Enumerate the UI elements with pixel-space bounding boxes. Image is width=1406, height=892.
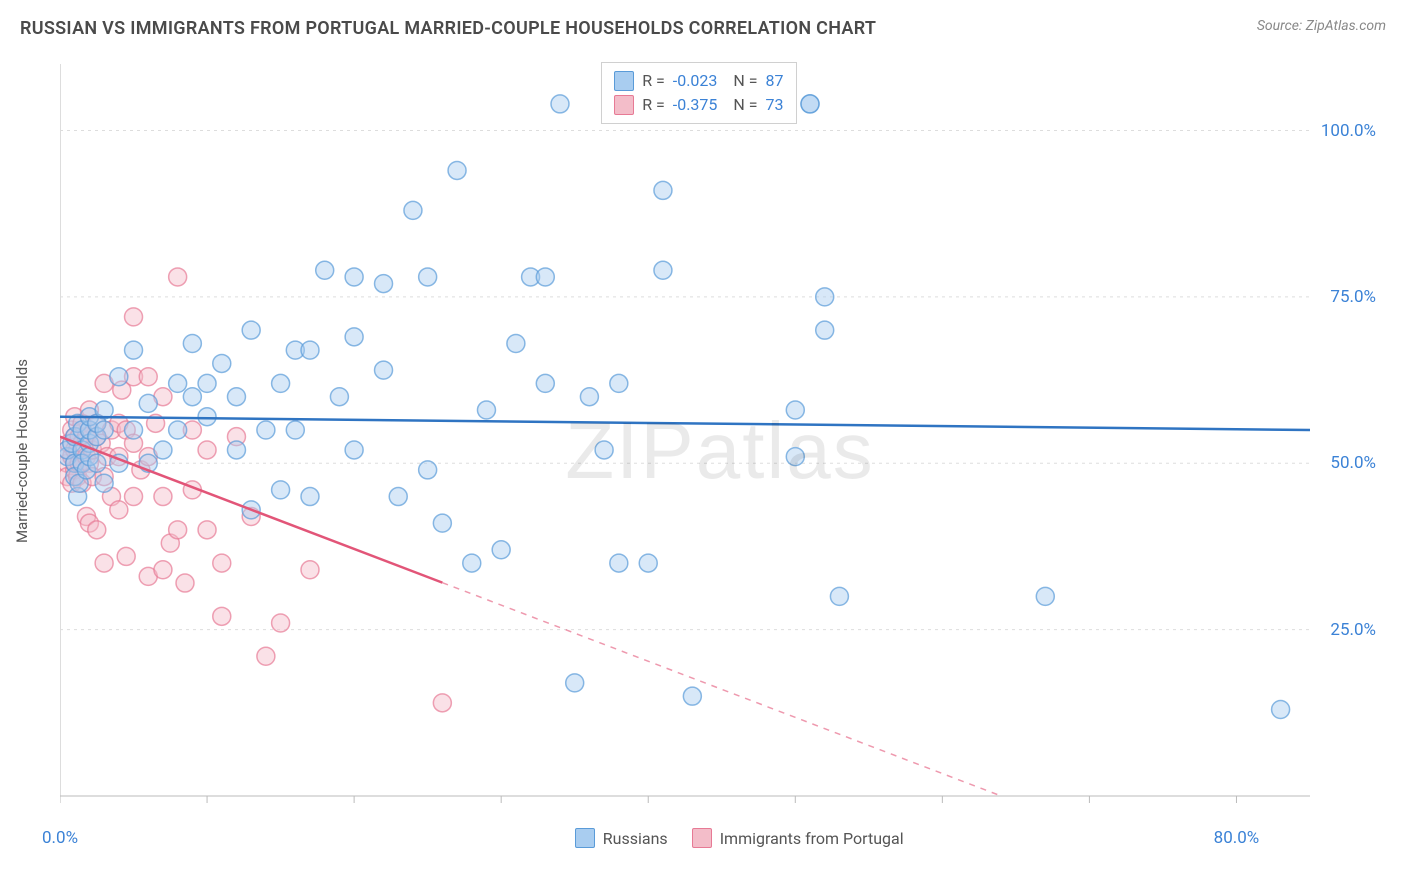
- y-tick-label: 100.0%: [1321, 121, 1376, 141]
- plot-svg: [60, 56, 1380, 846]
- y-tick-label: 25.0%: [1330, 620, 1376, 640]
- scatter-plot: ZIPatlas R = -0.023 N = 87R = -0.375 N =…: [60, 56, 1380, 846]
- chart-title: RUSSIAN VS IMMIGRANTS FROM PORTUGAL MARR…: [20, 18, 876, 39]
- legend-series-item: Immigrants from Portugal: [692, 828, 904, 848]
- series-legend: Russians Immigrants from Portugal: [575, 828, 904, 848]
- n-label: N =: [725, 69, 757, 93]
- chart-header: RUSSIAN VS IMMIGRANTS FROM PORTUGAL MARR…: [0, 0, 1406, 47]
- legend-series-label: Russians: [603, 829, 668, 848]
- legend-swatch: [614, 95, 634, 115]
- correlation-legend: R = -0.023 N = 87R = -0.375 N = 73: [601, 62, 796, 124]
- r-value: -0.375: [673, 93, 718, 117]
- legend-series-item: Russians: [575, 828, 668, 848]
- y-tick-label: 75.0%: [1330, 287, 1376, 307]
- x-tick-label: 80.0%: [1214, 828, 1260, 848]
- r-value: -0.023: [673, 69, 718, 93]
- chart-container: Married-couple Households ZIPatlas R = -…: [38, 56, 1388, 846]
- legend-stat-row: R = -0.023 N = 87: [614, 69, 783, 93]
- legend-swatch: [575, 828, 595, 848]
- x-tick-label: 0.0%: [42, 828, 78, 848]
- legend-series-label: Immigrants from Portugal: [720, 829, 904, 848]
- source-attribution: Source: ZipAtlas.com: [1257, 18, 1386, 34]
- legend-swatch: [692, 828, 712, 848]
- legend-stat-row: R = -0.375 N = 73: [614, 93, 783, 117]
- y-tick-label: 50.0%: [1330, 453, 1376, 473]
- r-label: R =: [642, 69, 665, 93]
- y-axis-label: Married-couple Households: [13, 359, 31, 543]
- r-label: R =: [642, 93, 665, 117]
- n-value: 73: [766, 93, 784, 117]
- n-value: 87: [766, 69, 784, 93]
- legend-swatch: [614, 71, 634, 91]
- n-label: N =: [725, 93, 757, 117]
